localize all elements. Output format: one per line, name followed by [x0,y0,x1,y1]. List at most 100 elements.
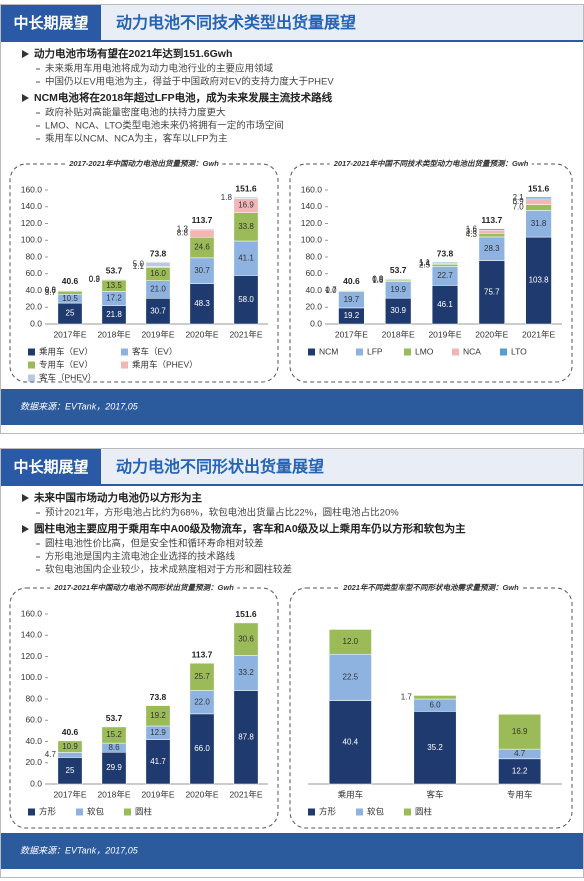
data-label: 10.9 [62,742,78,751]
bullet: 未来中国市场动力电池仍以方形为主 [33,491,202,504]
bar-segment [189,257,215,284]
bar-segment [385,278,412,280]
y-tick-label: 80.0 [305,251,322,261]
bar-segment [101,751,127,785]
bar-segment [233,690,259,785]
bar-segment [478,229,505,234]
total-label: 151.6 [528,183,550,193]
legend-swatch [121,348,128,356]
bullet: NCM电池将在2018年超过LFP电池，成为未来发展主流技术路线 [34,91,333,104]
x-tick-label: 2019年E [428,329,461,339]
slide-title: 动力电池不同形状出货量展望 [116,457,324,476]
y-tick-label: 160.0 [301,184,323,194]
data-label: 21.0 [150,285,166,294]
data-label: 40.4 [343,737,359,746]
x-tick-label: 专用车 [507,789,533,799]
chart-title: 2017-2021年中国不同技术类型动力电池出货量预测：Gwh [333,159,529,168]
data-label: 24.6 [194,243,210,252]
bar-segment [385,297,412,325]
x-tick-label: 2020年E [185,789,218,799]
x-tick-label: 2021年E [229,789,262,799]
data-label: 10.5 [62,294,78,303]
legend-label: 圆柱 [415,806,433,816]
y-tick-label: 60.0 [25,268,42,278]
data-label: 58.0 [238,295,254,304]
bar-segment [189,662,215,691]
data-label: 0.3 [89,274,101,283]
data-label: 30.9 [390,306,406,315]
bar-segment [189,229,215,238]
bar-segment [57,740,83,753]
y-tick-label: 120.0 [301,218,323,228]
data-label: 0.5 [372,275,384,284]
sub-bullet: 方形电池是国内主流电池企业选择的技术路线 [45,551,236,563]
y-tick-label: 60.0 [25,715,42,725]
y-tick-label: 160.0 [21,184,43,194]
y-tick-label: 0.0 [310,318,322,328]
sub-bullet: 未来乘用车用电池将成为动力电池行业的主要应用领域 [45,63,274,75]
total-label: 73.8 [150,248,167,258]
y-tick-label: 60.0 [305,268,322,278]
x-tick-label: 客车 [426,789,443,799]
legend-label: 方形 [319,806,337,816]
y-tick-label: 100.0 [21,672,43,682]
bar-segment [525,198,552,205]
data-label: 7.0 [513,203,525,212]
x-tick-label: 2017年E [335,329,368,339]
y-tick-label: 40.0 [305,285,322,295]
y-tick-label: 0.0 [30,778,42,788]
sub-bullet: 乘用车以NCM、NCA为主，客车以LFP为主 [45,133,228,145]
total-label: 113.7 [192,215,213,225]
chart-title: 2017-2021年中国动力电池不同形状出货量预测：Gwh [53,583,234,592]
data-label: 1.7 [401,692,413,701]
bar-segment [145,261,171,267]
data-label: 19.2 [344,311,360,320]
bar-segment [189,713,215,785]
legend-swatch [356,808,363,816]
data-label: 6.9 [513,197,525,206]
bullet-icon [22,50,29,58]
data-label: 22.0 [194,697,210,706]
legend-label: 专用车（EV） [39,359,93,369]
data-label: 12.9 [150,728,166,737]
data-label: 1.0 [325,286,337,295]
x-tick-label: 2018年E [97,329,130,339]
title-bg [50,582,238,592]
legend-label: 圆柱 [135,806,153,816]
data-label: 33.8 [238,222,254,231]
bar-segment [57,752,83,758]
bar-segment [478,233,505,238]
data-label: 12.0 [343,637,359,646]
x-tick-label: 2018年E [382,329,415,339]
bar-segment [57,757,83,785]
bar-segment [525,210,552,238]
total-label: 73.8 [437,248,454,258]
y-tick-label: 80.0 [25,693,42,703]
y-tick-label: 100.0 [301,235,323,245]
bar-segment [145,298,171,325]
legend-swatch [76,808,83,816]
data-label: 4.7 [514,749,526,758]
legend-swatch [28,374,35,382]
bar-segment [498,714,542,750]
y-tick-label: 140.0 [301,201,323,211]
bullet-icon [22,494,29,502]
y-tick-label: 160.0 [21,608,43,618]
data-label: 1.6 [372,276,384,285]
data-label: 28.3 [484,244,500,253]
data-label: 19.2 [150,711,166,720]
bar-segment [525,204,552,211]
border [0,4,584,434]
legend-swatch [28,361,35,369]
bar-segment [57,289,83,291]
data-label: 17.2 [106,294,122,303]
tag-box [1,449,101,485]
sub-bullet: 中国仍以EV用电池为主，得益于中国政府对EV的支持力度大于PHEV [45,76,334,88]
data-label: 0.7 [325,285,337,294]
legend-label: 乘用车（EV） [39,346,93,356]
data-label: 15.2 [106,730,122,739]
data-label: 2.5 [419,260,431,269]
legend-label: 软包 [87,806,105,816]
data-label: 0.9 [89,275,101,284]
legend-label: 客车（EV） [132,346,177,356]
